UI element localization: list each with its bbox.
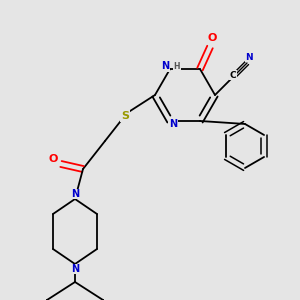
- Text: N: N: [71, 264, 79, 274]
- Text: H: H: [174, 61, 180, 70]
- Text: C: C: [230, 70, 236, 80]
- Text: N: N: [245, 52, 253, 62]
- Text: N: N: [161, 61, 169, 71]
- Text: N: N: [169, 119, 177, 129]
- Text: O: O: [207, 33, 217, 43]
- Text: O: O: [48, 154, 58, 164]
- Text: S: S: [121, 111, 129, 121]
- Text: N: N: [71, 189, 79, 199]
